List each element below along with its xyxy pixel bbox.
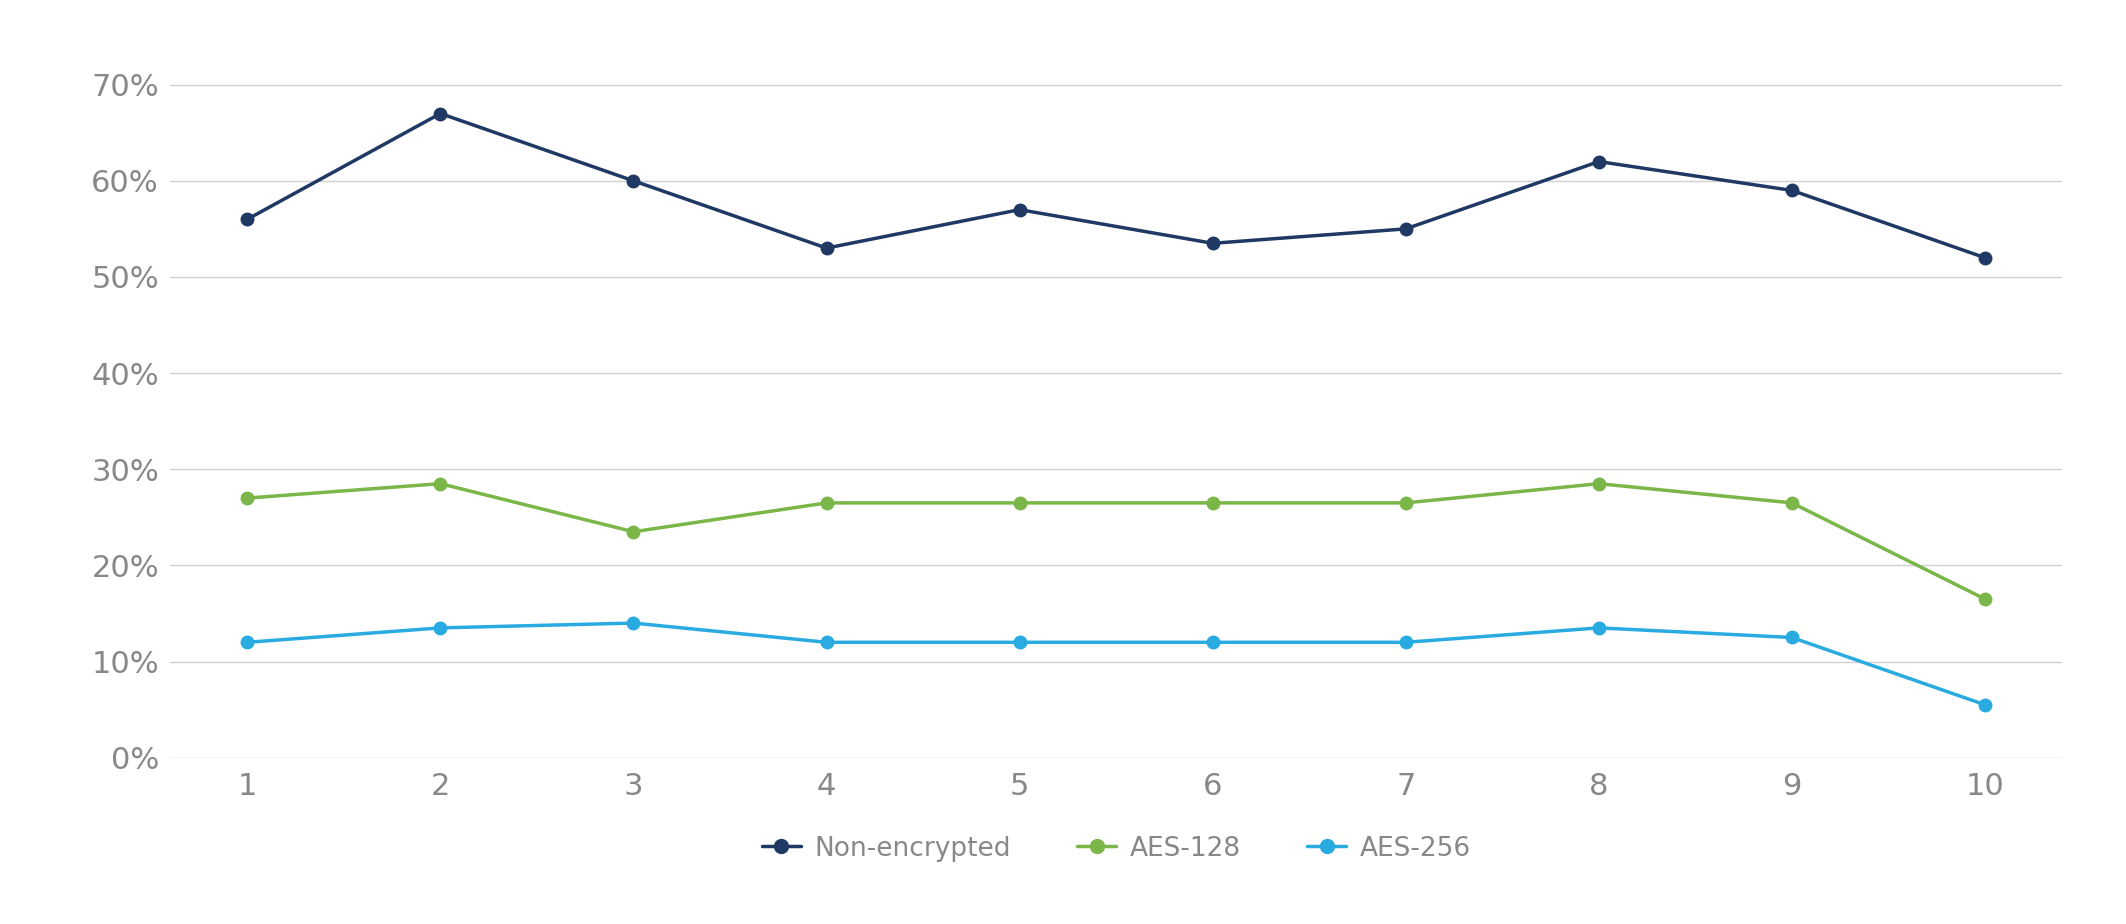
Non-encrypted (1199, 237, 1225, 249)
AES-256 (1973, 699, 1998, 711)
AES-256 (621, 617, 646, 628)
Line: AES-128: AES-128 (240, 478, 1992, 605)
Non-encrypted (1779, 185, 1805, 196)
AES-128 (1586, 478, 1612, 489)
AES-256 (427, 623, 453, 634)
AES-128 (427, 478, 453, 489)
Non-encrypted (1586, 156, 1612, 167)
AES-128 (621, 526, 646, 537)
AES-256 (1199, 637, 1225, 648)
AES-256 (1586, 623, 1612, 634)
AES-128 (1199, 497, 1225, 508)
AES-128 (814, 497, 840, 508)
Non-encrypted (814, 243, 840, 254)
AES-128 (1779, 497, 1805, 508)
AES-128 (1008, 497, 1033, 508)
Legend: Non-encrypted, AES-128, AES-256: Non-encrypted, AES-128, AES-256 (750, 824, 1482, 872)
Non-encrypted (1393, 224, 1418, 235)
Line: AES-256: AES-256 (240, 617, 1992, 711)
AES-128 (1973, 593, 1998, 604)
AES-256 (1008, 637, 1033, 648)
AES-256 (234, 637, 259, 648)
Non-encrypted (427, 108, 453, 119)
AES-256 (814, 637, 840, 648)
AES-256 (1779, 632, 1805, 643)
Line: Non-encrypted: Non-encrypted (240, 107, 1992, 264)
Non-encrypted (234, 213, 259, 225)
AES-128 (1393, 497, 1418, 508)
AES-128 (234, 492, 259, 504)
Non-encrypted (1008, 204, 1033, 215)
Non-encrypted (1973, 252, 1998, 263)
Non-encrypted (621, 176, 646, 187)
AES-256 (1393, 637, 1418, 648)
